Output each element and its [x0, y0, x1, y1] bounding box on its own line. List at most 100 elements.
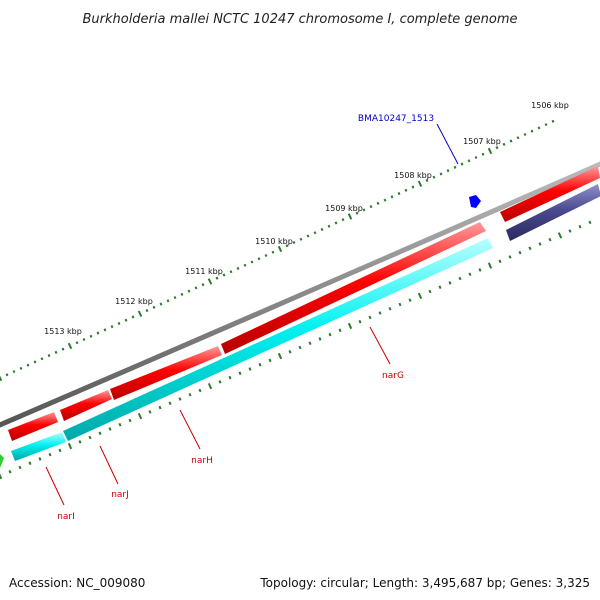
- outer-scale-tick: [530, 129, 534, 133]
- label-line-narJ: [99, 445, 119, 485]
- inner-scale-tick: [318, 337, 322, 341]
- inner-scale-tick: [368, 315, 372, 320]
- outer-scale-tick: [5, 373, 9, 377]
- outer-scale-tick: [355, 211, 359, 215]
- inner-scale-tick: [58, 448, 62, 453]
- scale-label-1507: 1507 kbp: [463, 137, 501, 146]
- inner-scale-tick: [98, 431, 102, 436]
- cds-forward-narJ[interactable]: [60, 390, 112, 421]
- outer-scale-tick: [103, 328, 107, 332]
- outer-scale-tick: [432, 175, 436, 179]
- outer-scale-tick: [131, 315, 135, 319]
- outer-scale-tick: [124, 318, 128, 322]
- outer-scale-tick: [250, 260, 254, 264]
- outer-scale-tick: [145, 309, 149, 313]
- inner-scale-tick: [207, 383, 213, 390]
- outer-scale-tick: [277, 245, 283, 253]
- outer-scale-tick: [229, 270, 233, 274]
- outer-scale-tick: [334, 221, 338, 225]
- outer-scale-tick: [446, 169, 450, 173]
- outer-scale-tick: [453, 165, 457, 169]
- gene-label-narI[interactable]: narI: [57, 512, 75, 522]
- inner-scale-tick: [298, 345, 302, 350]
- feature-BMA10247_1513[interactable]: [469, 195, 481, 208]
- cds-reverse-segment-1[interactable]: [11, 432, 66, 461]
- gene-label-narH[interactable]: narH: [191, 456, 213, 466]
- inner-scale-tick: [258, 362, 262, 367]
- outer-scale-tick: [362, 208, 366, 212]
- outer-scale-tick: [460, 162, 464, 166]
- cds-forward-narG[interactable]: [221, 222, 486, 354]
- outer-scale-tick: [313, 231, 317, 235]
- outer-scale-tick: [264, 253, 268, 258]
- gene-label-narG[interactable]: narG: [382, 371, 404, 381]
- inner-scale-tick: [38, 457, 42, 461]
- outer-scale-tick: [502, 142, 506, 146]
- inner-scale-tick: [487, 262, 493, 269]
- inner-scale-tick: [67, 442, 73, 450]
- inner-scale-tick: [428, 289, 432, 294]
- outer-scale-tick: [61, 347, 65, 351]
- scale-label-1511: 1511 kbp: [185, 267, 223, 276]
- outer-scale-tick: [96, 331, 100, 335]
- outer-scale-tick: [404, 188, 408, 192]
- green-feature[interactable]: [0, 454, 4, 468]
- outer-scale-tick: [397, 192, 401, 196]
- cds-reverse-navy[interactable]: [506, 184, 600, 241]
- outer-scale-tick: [67, 342, 73, 350]
- inner-scale-tick: [48, 452, 52, 457]
- inner-scale-tick: [88, 435, 92, 440]
- inner-scale-tick: [498, 259, 502, 264]
- cds-forward-narI[interactable]: [8, 412, 58, 441]
- inner-scale-tick: [277, 352, 283, 360]
- label-line-narG: [369, 326, 391, 365]
- inner-scale-tick: [18, 465, 22, 470]
- accession-text: Accession: NC_009080: [9, 576, 146, 590]
- inner-scale-tick: [218, 380, 222, 384]
- inner-scale-tick: [568, 229, 572, 233]
- inner-scale-tick: [128, 418, 132, 423]
- outer-scale-tick: [347, 213, 353, 220]
- inner-scale-tick: [557, 232, 563, 239]
- gene-label-narJ[interactable]: narJ: [111, 490, 129, 500]
- inner-scale-tick: [168, 401, 172, 406]
- label-line-narH: [179, 409, 201, 450]
- inner-scale-tick: [268, 358, 272, 363]
- outer-scale-tick: [201, 283, 205, 287]
- gene-label-BMA10247_1513[interactable]: BMA10247_1513: [358, 114, 434, 124]
- outer-scale-tick: [285, 244, 289, 248]
- outer-scale-tick: [544, 123, 548, 127]
- outer-scale-tick: [411, 185, 415, 189]
- outer-scale-tick: [222, 273, 226, 277]
- inner-scale-tick: [468, 272, 472, 277]
- outer-scale-tick: [327, 224, 331, 228]
- outer-scale-tick: [299, 237, 303, 241]
- inner-scale-tick: [0, 473, 3, 480]
- outer-scale-tick: [509, 139, 513, 143]
- label-line-narI: [45, 466, 65, 506]
- inner-scale-tick: [158, 405, 162, 410]
- outer-scale-tick: [376, 201, 380, 205]
- cds-forward-partial[interactable]: [500, 166, 600, 222]
- outer-scale-tick: [89, 334, 93, 338]
- cds-forward-narH[interactable]: [110, 346, 222, 400]
- inner-scale-tick: [538, 242, 542, 246]
- outer-scale-tick: [82, 337, 86, 342]
- scale-ticks-outer: [0, 119, 555, 382]
- topology-text: Topology: circular; Length: 3,495,687 bp…: [260, 576, 590, 590]
- outer-scale-tick: [12, 370, 16, 374]
- inner-scale-tick: [28, 461, 32, 465]
- inner-scale-tick: [478, 268, 482, 272]
- scale-label-1508: 1508 kbp: [394, 171, 432, 180]
- outer-scale-tick: [369, 205, 373, 209]
- inner-scale-tick: [328, 332, 332, 337]
- scale-ticks-inner: [0, 220, 592, 480]
- outer-scale-tick: [137, 310, 143, 317]
- inner-scale-tick: [448, 281, 452, 285]
- inner-scale-tick: [308, 341, 312, 345]
- outer-scale-tick: [26, 363, 30, 367]
- cds-reverse-segment-2[interactable]: [63, 238, 493, 441]
- outer-scale-tick: [439, 172, 443, 176]
- outer-scale-tick: [152, 305, 156, 309]
- outer-scale-tick: [425, 178, 429, 182]
